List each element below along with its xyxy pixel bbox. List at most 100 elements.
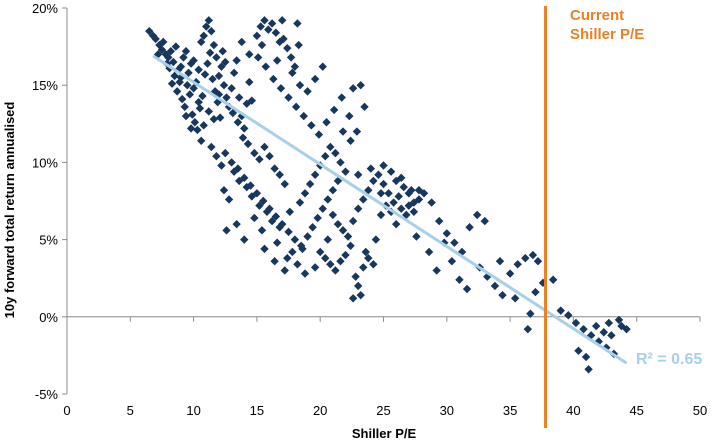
data-point	[283, 43, 292, 53]
data-point	[523, 324, 533, 334]
data-point	[369, 176, 378, 186]
data-point	[257, 40, 267, 50]
y-tick-label: 5%	[39, 233, 58, 248]
data-point	[336, 257, 345, 266]
data-point	[270, 257, 279, 266]
data-point	[234, 93, 244, 102]
data-point	[579, 324, 588, 334]
x-tick-label: 45	[629, 403, 643, 418]
data-point	[228, 108, 238, 118]
data-point	[164, 53, 173, 62]
data-point	[318, 204, 327, 213]
data-point	[275, 170, 284, 179]
data-point	[205, 48, 215, 57]
data-point	[269, 74, 278, 84]
data-point	[584, 365, 593, 374]
data-point	[348, 216, 358, 226]
data-point	[409, 198, 419, 207]
data-point	[498, 290, 507, 300]
data-point	[359, 195, 368, 204]
data-point	[409, 207, 419, 217]
x-axis-title: Shiller P/E	[352, 426, 417, 441]
data-point	[185, 90, 195, 99]
data-point	[219, 185, 229, 195]
r-squared-label: R² = 0.65	[636, 351, 702, 368]
data-point	[222, 226, 231, 235]
x-tick-label: 35	[503, 403, 517, 418]
data-point	[267, 216, 277, 226]
y-tick-label: 15%	[32, 78, 58, 93]
data-point	[505, 269, 515, 278]
data-point	[591, 321, 601, 331]
data-point	[243, 139, 253, 149]
data-point	[159, 37, 168, 47]
data-point	[214, 71, 224, 81]
data-point	[348, 84, 358, 93]
data-point	[170, 71, 179, 81]
data-point	[221, 57, 230, 67]
y-axis-title: 10y forward total return annualised	[2, 102, 17, 319]
data-point	[176, 73, 186, 82]
data-point	[526, 309, 535, 318]
x-tick-label: 30	[440, 403, 454, 418]
data-point	[275, 223, 284, 232]
data-point	[265, 152, 274, 161]
data-point	[307, 121, 316, 130]
data-point	[259, 196, 268, 206]
data-point	[402, 210, 411, 220]
data-point	[412, 232, 421, 241]
data-point	[278, 219, 287, 229]
data-point	[234, 176, 244, 186]
data-point	[329, 105, 339, 115]
data-point	[217, 161, 226, 170]
y-tick-label: -5%	[35, 387, 59, 402]
data-point	[193, 125, 202, 135]
data-point	[255, 155, 264, 164]
data-point	[310, 263, 320, 272]
data-point	[556, 306, 565, 315]
data-point	[574, 346, 583, 355]
data-point	[614, 315, 624, 325]
data-point	[175, 77, 184, 87]
data-point	[293, 260, 302, 269]
current-shiller-pe-label-line1: Current	[570, 7, 624, 24]
x-tick-label: 20	[313, 403, 327, 418]
data-point	[510, 294, 520, 303]
data-point	[199, 121, 208, 130]
data-point	[447, 257, 457, 266]
data-point	[196, 37, 206, 47]
data-point	[179, 53, 188, 62]
data-point	[300, 269, 310, 278]
data-point	[290, 235, 300, 244]
data-point	[212, 53, 221, 62]
y-tick-label: 20%	[32, 1, 58, 16]
data-point	[240, 235, 249, 244]
data-point	[203, 59, 212, 68]
data-point	[359, 263, 368, 272]
data-point	[283, 253, 292, 263]
data-point	[300, 189, 310, 198]
data-point	[424, 247, 434, 257]
data-point	[321, 152, 330, 161]
data-point	[432, 266, 441, 275]
data-point	[581, 352, 591, 362]
data-point	[284, 93, 293, 102]
data-point	[389, 198, 398, 207]
data-point	[246, 181, 255, 190]
data-point	[247, 192, 257, 201]
data-point	[253, 53, 263, 62]
data-point	[310, 74, 320, 84]
x-tick-label: 15	[250, 403, 264, 418]
data-point	[356, 290, 365, 300]
data-point	[480, 216, 489, 226]
data-point	[232, 56, 241, 65]
data-point	[262, 207, 272, 217]
data-point	[272, 56, 282, 65]
data-point	[308, 223, 317, 232]
data-point	[326, 260, 335, 269]
data-point	[198, 91, 207, 101]
data-point	[455, 275, 464, 284]
data-point	[169, 57, 178, 67]
data-point	[189, 56, 198, 65]
